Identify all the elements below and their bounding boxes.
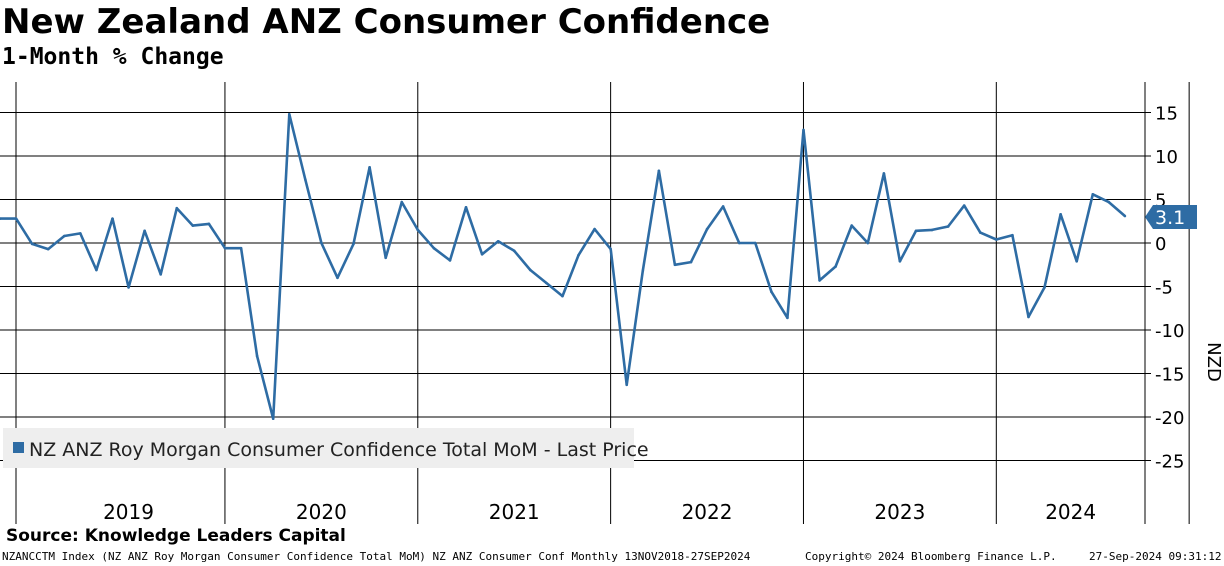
data-point [416,228,420,232]
data-point [400,200,404,204]
y-tick-label: -5 [1155,278,1173,299]
y-tick-label: -10 [1155,321,1184,342]
data-point [641,269,645,273]
data-point [271,417,275,421]
last-value-label: 3.1 [1155,207,1185,229]
data-point [946,225,950,228]
data-point [930,228,934,232]
timestamp: 27-Sep-2024 09:31:12 [1089,550,1222,563]
year-label: 2022 [682,500,733,524]
chart-title: New Zealand ANZ Consumer Confidence [2,2,771,42]
data-point [127,286,130,289]
data-point [545,281,548,285]
data-point [802,128,805,132]
data-point [593,227,596,231]
data-point [1107,200,1111,204]
data-point [30,242,34,246]
data-point [561,294,564,298]
year-label: 2020 [296,500,347,524]
data-point [223,246,227,250]
data-point [207,222,211,226]
year-label: 2019 [103,500,154,524]
y-tick-label: -25 [1155,452,1184,473]
data-point [175,206,179,210]
data-point [287,112,291,116]
year-label: 2024 [1045,500,1096,524]
data-point [689,260,693,264]
y-axis-title: NZD [1203,342,1224,382]
data-point [882,172,886,175]
data-point [480,253,484,256]
legend-label: NZ ANZ Roy Morgan Consumer Confidence To… [29,439,649,461]
data-point [866,241,870,245]
data-point [159,273,162,276]
data-point [753,241,757,245]
data-point [737,241,741,245]
legend-swatch [13,442,24,453]
data-point [914,229,918,233]
copyright-note: Copyright© 2024 Bloomberg Finance L.P. [805,550,1057,563]
data-point [304,178,307,181]
data-point [1011,233,1014,237]
data-point [962,204,966,207]
data-point [1075,259,1078,263]
data-point [79,232,82,235]
y-tick-label: 5 [1155,191,1166,212]
data-point [46,247,50,251]
data-point [1043,286,1046,289]
data-point [0,217,2,220]
y-tick-label: -20 [1155,408,1184,429]
data-point [191,224,195,227]
data-point [673,263,677,267]
data-point [850,224,854,227]
data-point [770,290,773,294]
y-tick-label: -15 [1155,365,1184,386]
line-chart: 15 10 5 0 -5 -10 -15 -20 -25 2019 2020 2021 2022 2023… [0,82,1224,524]
data-point [705,227,709,231]
y-tick-label: 0 [1155,234,1166,255]
data-point [818,279,821,282]
data-point [62,234,66,238]
data-point [352,242,355,246]
legend-box [3,428,634,468]
data-point [448,259,452,262]
data-point [368,166,371,169]
data-point [625,383,629,387]
data-point [834,265,837,268]
chart-subtitle: 1-Month % Change [2,44,224,70]
ticker-info: NZANCCTM Index (NZ ANZ Roy Morgan Consum… [2,550,751,563]
data-point [239,246,243,250]
year-label: 2021 [489,500,540,524]
data-point [657,169,661,173]
data-point [143,229,146,233]
data-point [577,253,580,257]
data-point [995,238,998,241]
data-point [721,205,725,208]
data-point [978,231,982,234]
data-point [255,354,259,358]
y-tick-label: 15 [1155,104,1178,125]
data-point [95,268,98,272]
data-point [1123,214,1127,218]
data-point [384,256,387,260]
data-point [609,247,612,251]
y-tick-label: 10 [1155,147,1178,168]
data-point [496,239,500,243]
data-point [1091,192,1095,196]
data-point [898,259,902,263]
data-point [336,276,339,280]
data-point [786,316,789,320]
data-point [111,217,114,220]
data-point [320,241,323,245]
source-note: Source: Knowledge Leaders Capital [6,526,346,546]
data-point [1027,315,1030,319]
year-label: 2023 [874,500,925,524]
last-value-flag [1145,205,1197,230]
data-point [432,246,436,250]
data-point [464,206,468,209]
data-point [529,268,532,272]
data-point [512,249,516,253]
data-point [14,217,18,220]
data-point [1059,212,1062,216]
